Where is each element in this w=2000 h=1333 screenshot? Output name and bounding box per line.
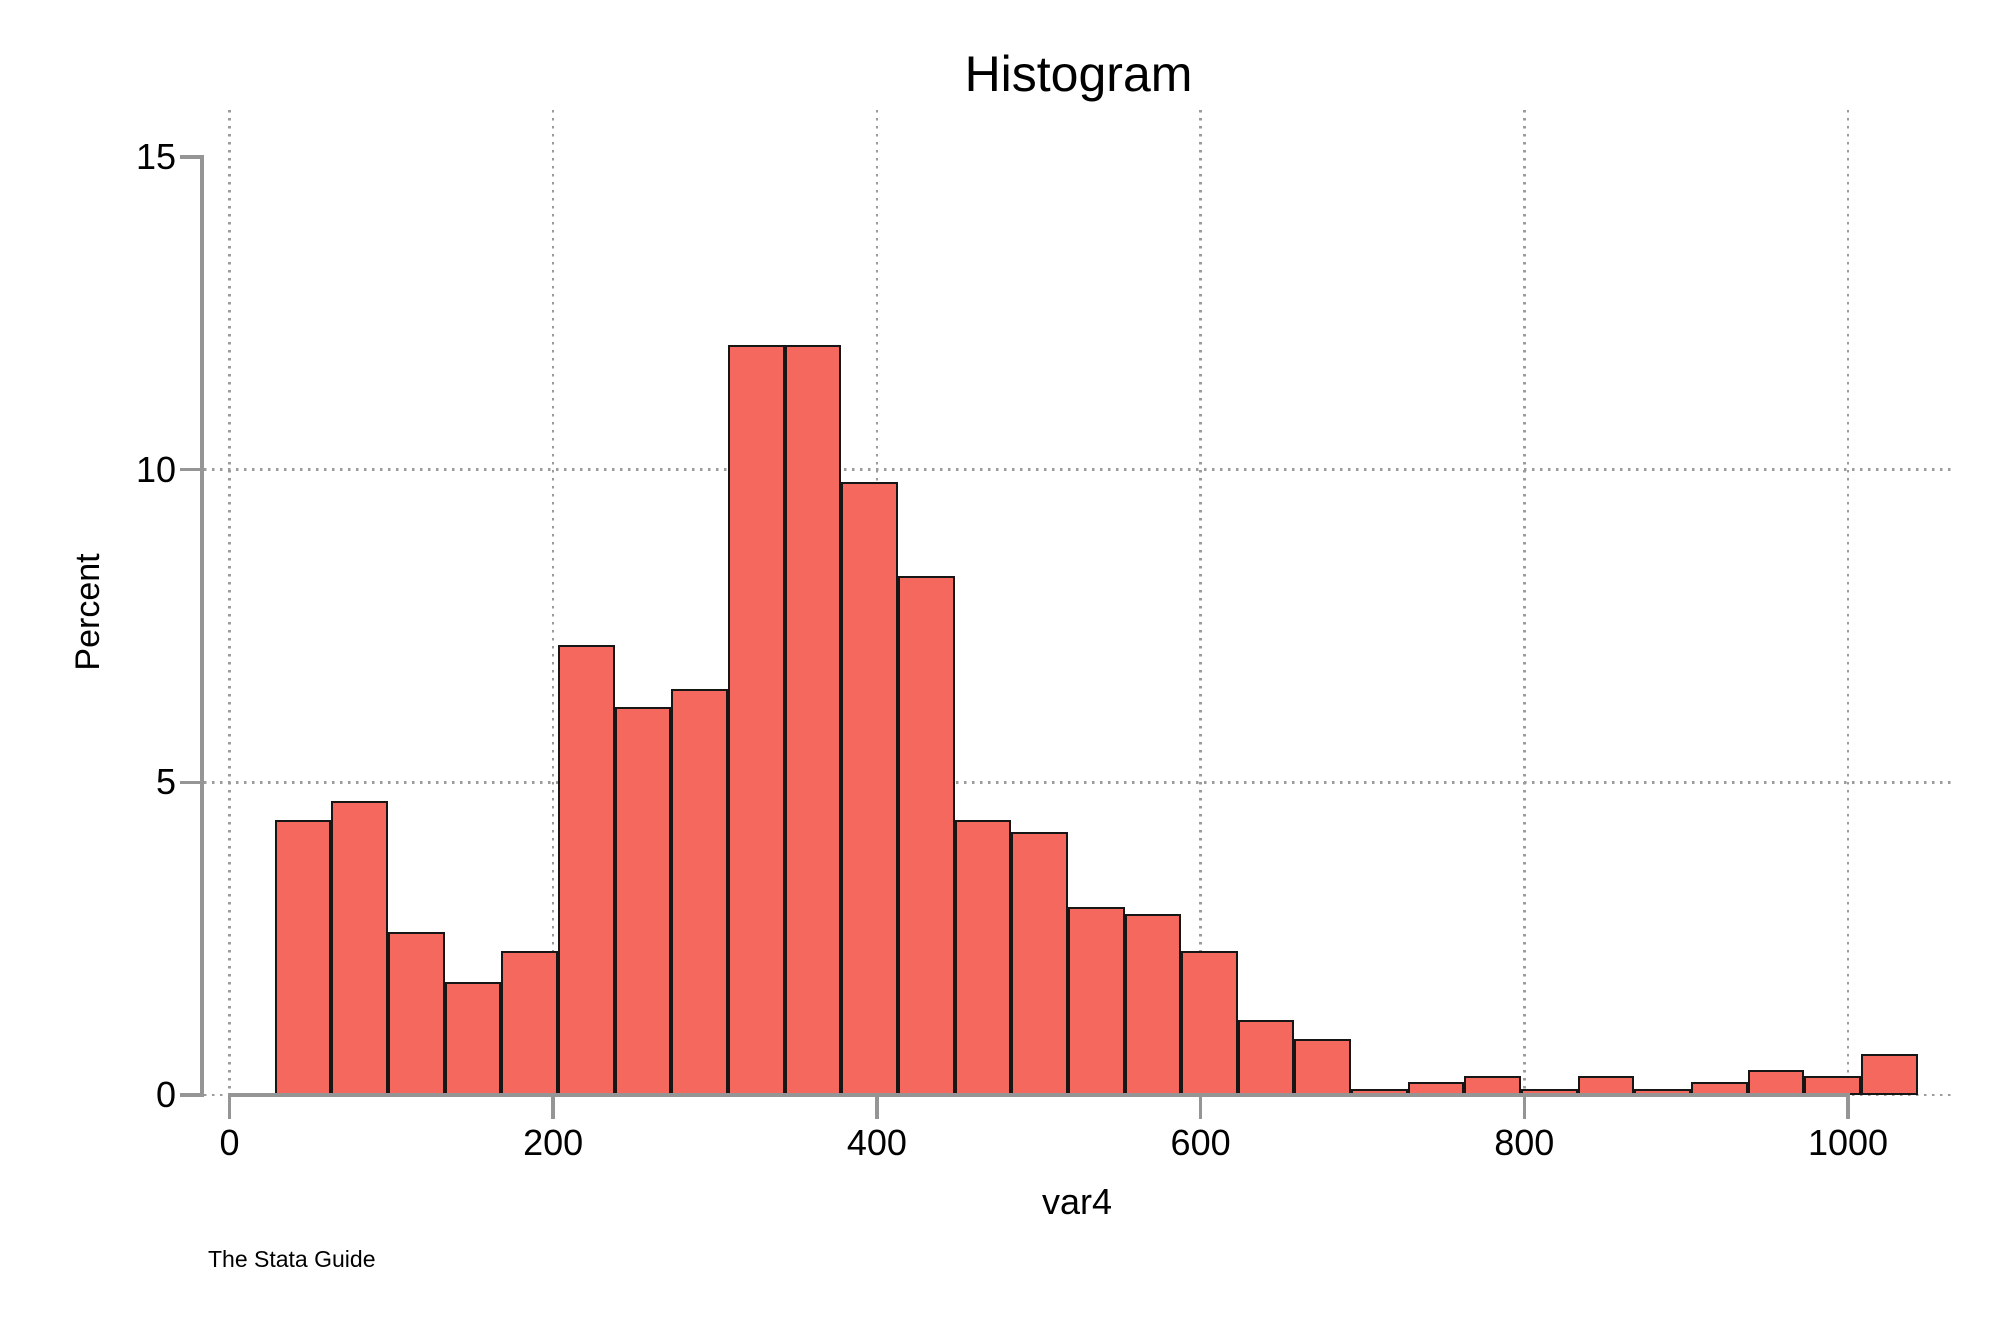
histogram-bar bbox=[1237, 1019, 1295, 1095]
x-tick bbox=[1198, 1095, 1203, 1119]
y-tick bbox=[180, 780, 202, 785]
x-axis-label: var4 bbox=[1041, 1181, 1113, 1222]
x-gridline bbox=[551, 110, 555, 1095]
histogram-bar bbox=[897, 575, 955, 1095]
y-tick bbox=[180, 467, 202, 472]
histogram-bar bbox=[727, 344, 785, 1095]
histogram-bar bbox=[501, 951, 559, 1095]
histogram-bar bbox=[1860, 1054, 1918, 1095]
x-tick bbox=[1846, 1095, 1850, 1119]
x-tick bbox=[227, 1095, 232, 1119]
y-gridline bbox=[204, 468, 1955, 471]
chart-title: Histogram bbox=[964, 46, 1193, 102]
histogram-bar bbox=[1011, 832, 1068, 1095]
histogram-bar bbox=[1294, 1038, 1352, 1095]
histogram-bar bbox=[784, 344, 842, 1095]
x-tick-label: 600 bbox=[1170, 1122, 1231, 1163]
y-tick-label: 5 bbox=[155, 761, 176, 803]
x-tick-label: 1000 bbox=[1807, 1122, 1889, 1163]
histogram-bar bbox=[388, 932, 445, 1095]
y-tick-label: 0 bbox=[155, 1074, 176, 1115]
y-axis-label: Percent bbox=[69, 553, 107, 671]
y-tick-label: 15 bbox=[135, 136, 176, 177]
x-tick-label: 800 bbox=[1494, 1122, 1555, 1163]
histogram-bar bbox=[331, 801, 389, 1095]
x-gridline bbox=[1199, 110, 1202, 1095]
histogram-bar bbox=[954, 819, 1012, 1095]
caption-text: The Stata Guide bbox=[208, 1246, 376, 1272]
x-tick-label: 400 bbox=[846, 1122, 907, 1163]
histogram-bar bbox=[444, 982, 502, 1095]
x-gridline bbox=[1846, 110, 1850, 1095]
histogram-bar bbox=[1747, 1069, 1805, 1095]
x-tick-label: 0 bbox=[219, 1122, 240, 1163]
y-gridline bbox=[204, 781, 1955, 784]
histogram-bar bbox=[841, 482, 898, 1095]
y-tick bbox=[180, 155, 202, 159]
histogram-bar bbox=[671, 688, 728, 1095]
x-tick bbox=[875, 1095, 879, 1119]
x-tick-label: 200 bbox=[523, 1122, 584, 1163]
histogram-bar bbox=[1067, 907, 1125, 1095]
histogram-bar bbox=[558, 644, 615, 1095]
histogram-bar bbox=[274, 819, 332, 1095]
histogram-bar bbox=[1124, 913, 1182, 1095]
y-tick bbox=[180, 1093, 202, 1097]
y-axis-line bbox=[199, 155, 204, 1097]
x-tick bbox=[1522, 1095, 1527, 1119]
y-tick-label: 10 bbox=[135, 448, 176, 490]
histogram-bar bbox=[614, 707, 672, 1095]
x-tick bbox=[551, 1095, 555, 1119]
x-gridline bbox=[228, 110, 231, 1095]
x-gridline bbox=[1523, 110, 1526, 1095]
histogram-bar bbox=[1181, 951, 1238, 1095]
x-axis-line bbox=[227, 1093, 1850, 1097]
